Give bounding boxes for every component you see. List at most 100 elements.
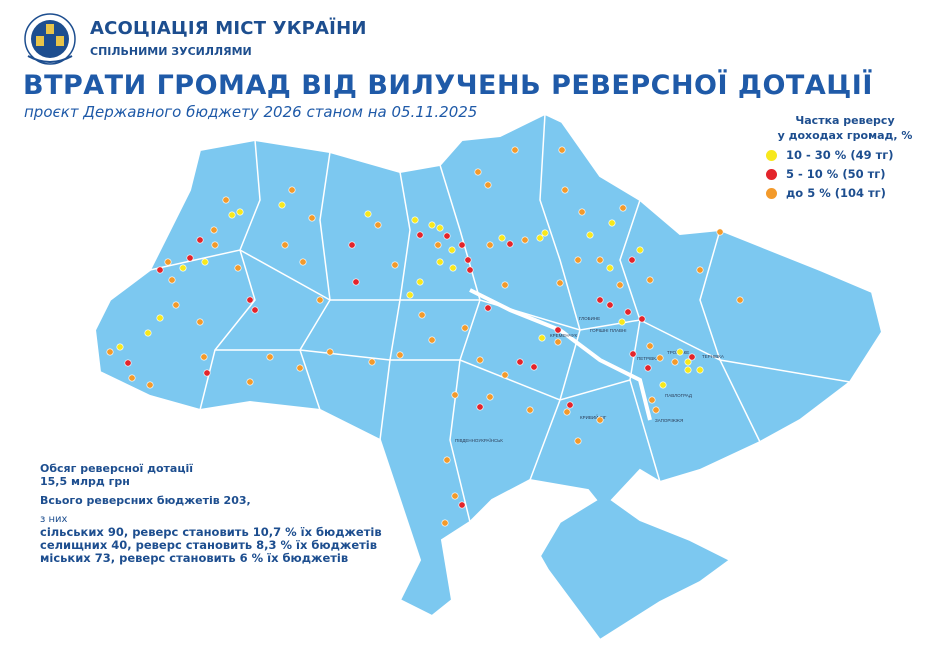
community-dot	[348, 241, 356, 249]
community-dot	[676, 348, 684, 356]
community-dot	[624, 308, 632, 316]
community-dot	[684, 366, 692, 374]
community-dot	[416, 278, 424, 286]
settlement-label: КРЕМЕНЧУК	[550, 333, 577, 338]
community-dot	[521, 236, 529, 244]
community-dot	[278, 201, 286, 209]
stat-settlement: селищних 40, реверс становить 8,3 % їх б…	[40, 538, 378, 552]
community-dot	[436, 224, 444, 232]
community-dot	[203, 369, 211, 377]
community-dot	[441, 519, 449, 527]
community-dot	[516, 358, 524, 366]
legend-title-1: Частка реверсу	[795, 114, 895, 127]
community-dot	[563, 408, 571, 416]
community-dot	[200, 353, 208, 361]
organization-name: АСОЦІАЦІЯ МІСТ УКРАЇНИ	[90, 18, 367, 39]
community-dot	[538, 334, 546, 342]
community-dot	[281, 241, 289, 249]
community-dot	[436, 258, 444, 266]
community-dot	[326, 348, 334, 356]
community-dot	[449, 264, 457, 272]
community-dot	[246, 378, 254, 386]
community-dot	[484, 181, 492, 189]
community-dot	[696, 266, 704, 274]
community-dot	[646, 342, 654, 350]
community-dot	[316, 296, 324, 304]
community-dot	[574, 437, 582, 445]
legend-item-low: до 5 % (104 тг)	[766, 186, 930, 200]
stat-volume-label: Обсяг реверсної дотації	[40, 462, 194, 475]
community-dot	[288, 186, 296, 194]
community-dot	[156, 266, 164, 274]
settlement-label: ПІВДЕННОУКРАЇНСЬК	[455, 437, 503, 443]
community-dot	[352, 278, 360, 286]
community-dot	[688, 353, 696, 361]
community-dot	[501, 281, 509, 289]
settlement-label: ГОРІШНІ ПЛАВНІ	[590, 328, 627, 333]
organization-slogan: СПІЛЬНИМИ ЗУСИЛЛЯМИ	[90, 45, 252, 58]
community-dot	[574, 256, 582, 264]
legend-label: до 5 % (104 тг)	[786, 186, 886, 200]
community-dot	[106, 348, 114, 356]
community-dot	[266, 353, 274, 361]
community-dot	[451, 492, 459, 500]
settlement-label: ПАВЛОГРАД	[665, 393, 692, 398]
community-dot	[196, 318, 204, 326]
community-dot	[406, 291, 414, 299]
community-dot	[428, 221, 436, 229]
page-title: ВТРАТИ ГРОМАД ВІД ВИЛУЧЕНЬ РЕВЕРСНОЇ ДОТ…	[23, 70, 873, 101]
stat-rural: сільських 90, реверс становить 10,7 % їх…	[40, 525, 382, 539]
statistics-summary: Обсяг реверсної дотації 15,5 млрд грн Вс…	[40, 462, 382, 565]
community-dot	[464, 256, 472, 264]
community-dot	[541, 229, 549, 237]
community-dot	[234, 264, 242, 272]
legend: Частка реверсу у доходах громад, % 10 - …	[760, 113, 930, 200]
community-dot	[606, 264, 614, 272]
community-dot	[116, 343, 124, 351]
stat-urban: міських 73, реверс становить 6 % їх бюдж…	[40, 551, 349, 565]
community-dot	[498, 234, 506, 242]
community-dot	[506, 240, 514, 248]
community-dot	[652, 406, 660, 414]
community-dots	[106, 146, 744, 527]
community-dot	[554, 326, 562, 334]
community-dot	[128, 374, 136, 382]
legend-item-mid: 5 - 10 % (50 тг)	[766, 167, 930, 181]
community-dot	[616, 281, 624, 289]
community-dot	[671, 358, 679, 366]
community-dot	[156, 314, 164, 322]
stat-of-which: з них	[40, 514, 68, 525]
community-dot	[210, 226, 218, 234]
community-dot	[196, 236, 204, 244]
community-dot	[646, 276, 654, 284]
legend-label: 10 - 30 % (49 тг)	[786, 148, 894, 162]
community-dot	[222, 196, 230, 204]
community-dot	[638, 315, 646, 323]
stat-volume-value: 15,5 млрд грн	[40, 475, 130, 488]
community-dot	[628, 256, 636, 264]
community-dot	[736, 296, 744, 304]
community-dot	[554, 338, 562, 346]
community-dot	[364, 210, 372, 218]
community-dot	[246, 296, 254, 304]
community-dot	[606, 301, 614, 309]
stat-total: Всього реверсних бюджетів 203,	[40, 494, 251, 507]
community-dot	[596, 296, 604, 304]
community-dot	[434, 241, 442, 249]
legend-item-high: 10 - 30 % (49 тг)	[766, 148, 930, 162]
community-dot	[251, 306, 259, 314]
ukraine-outline	[93, 112, 884, 642]
settlement-label: ТЕРНІВКА	[702, 354, 724, 359]
community-dot	[648, 396, 656, 404]
community-dot	[596, 256, 604, 264]
community-dot	[526, 406, 534, 414]
community-dot	[629, 350, 637, 358]
community-dot	[396, 351, 404, 359]
settlement-label: КРИВИЙ РІГ	[580, 413, 607, 420]
settlement-label: ЗАПОРІЖЖЯ	[655, 418, 683, 423]
community-dot	[636, 246, 644, 254]
community-dot	[558, 146, 566, 154]
community-dot	[474, 168, 482, 176]
community-dot	[299, 258, 307, 266]
